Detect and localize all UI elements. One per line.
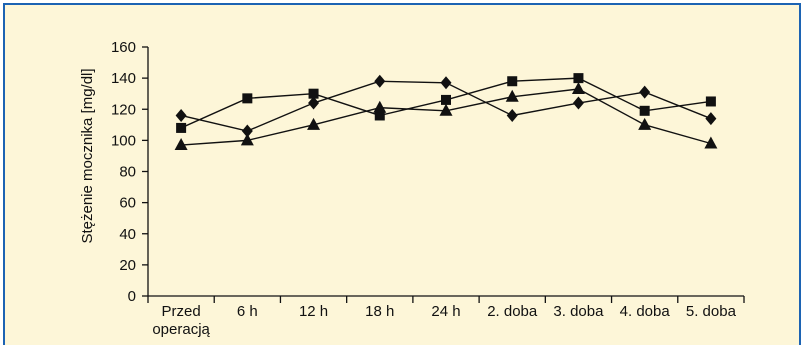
data-point-square: [507, 76, 518, 87]
y-tick-label: 20: [119, 257, 136, 274]
y-tick-label: 100: [111, 132, 136, 149]
data-point-triangle: [638, 117, 652, 130]
data-point-diamond: [175, 108, 187, 122]
data-point-triangle: [174, 138, 188, 151]
data-point-diamond: [241, 124, 253, 138]
x-tick-label: 24 h: [431, 303, 460, 320]
y-tick-label: 160: [111, 39, 136, 56]
data-point-diamond: [308, 96, 320, 110]
data-point-triangle: [571, 82, 585, 95]
data-point-diamond: [705, 112, 717, 126]
series-diamond: [175, 74, 717, 138]
data-point-triangle: [505, 89, 519, 102]
x-tick-label: 3. doba: [553, 303, 604, 320]
series-triangle: [174, 82, 718, 151]
chart-frame: [3, 3, 801, 345]
y-tick-label: 80: [119, 164, 136, 181]
data-point-square: [705, 96, 716, 107]
data-point-triangle: [704, 136, 718, 149]
x-tick-label: 6 h: [237, 303, 258, 320]
y-axis-label: Stężenie mocznika [mg/dl]: [79, 68, 96, 243]
data-point-triangle: [373, 100, 387, 113]
data-point-triangle: [240, 133, 254, 146]
x-ticks: Przed operacją 6 h 12 h 18 h 24 h 2. doba 3. do…: [147, 296, 745, 338]
y-tick-label: 60: [119, 195, 136, 212]
data-point-square: [573, 73, 584, 84]
data-point-square: [374, 110, 385, 121]
data-point-triangle: [307, 117, 321, 130]
x-tick-label: 2. doba: [487, 303, 538, 320]
y-tick-label: 140: [111, 70, 136, 87]
data-point-diamond: [374, 74, 386, 88]
x-tick-label: 12 h: [299, 303, 328, 320]
series-layer: [174, 73, 718, 151]
y-ticks: 0 20 40 60 80 100 120 140 160: [111, 39, 148, 305]
data-point-triangle: [439, 103, 453, 116]
data-point-square: [176, 122, 187, 133]
data-point-diamond: [639, 85, 651, 99]
data-point-square: [242, 93, 253, 104]
data-point-diamond: [506, 108, 518, 122]
data-point-square: [441, 94, 451, 105]
y-tick-label: 40: [119, 226, 136, 243]
data-point-square: [639, 105, 650, 116]
data-point-diamond: [440, 76, 452, 90]
data-point-diamond: [572, 96, 584, 110]
x-tick-label: Przed operacją: [152, 303, 210, 338]
series-square: [176, 73, 716, 133]
x-tick-label: 18 h: [365, 303, 394, 320]
data-point-square: [308, 88, 319, 99]
y-tick-label: 120: [111, 101, 136, 118]
y-tick-label: 0: [128, 288, 136, 305]
x-tick-label: 4. doba: [620, 303, 671, 320]
x-tick-label: 5. doba: [686, 303, 737, 320]
